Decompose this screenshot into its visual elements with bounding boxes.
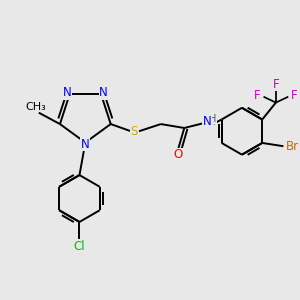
Text: N: N xyxy=(81,138,90,151)
Text: O: O xyxy=(173,148,182,161)
Text: Br: Br xyxy=(286,140,299,153)
Text: CH₃: CH₃ xyxy=(26,102,46,112)
Text: N: N xyxy=(63,86,71,99)
Text: N: N xyxy=(203,115,212,128)
Text: F: F xyxy=(254,88,261,102)
Text: F: F xyxy=(291,88,297,102)
Text: S: S xyxy=(130,125,138,138)
Text: H: H xyxy=(209,114,216,124)
Text: Cl: Cl xyxy=(74,240,85,253)
Text: N: N xyxy=(99,86,108,99)
Text: F: F xyxy=(273,77,279,91)
